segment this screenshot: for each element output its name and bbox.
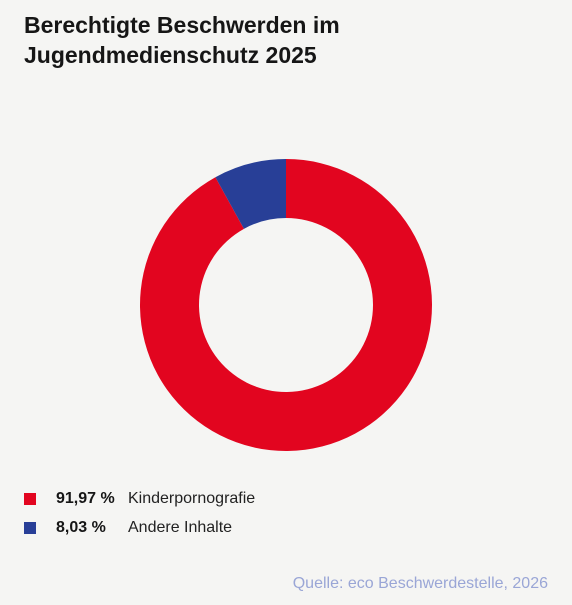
donut-slice-kinderpornografie xyxy=(139,159,432,452)
chart-title: Berechtigte Beschwerden im Jugendmediens… xyxy=(24,10,544,70)
legend-swatch-andere-inhalte xyxy=(24,521,36,534)
chart-title-line-2: Jugendmedienschutz 2025 xyxy=(24,42,317,68)
legend-percent-andere-inhalte: 8,03 % xyxy=(56,518,106,536)
donut-slice-andere-inhalte xyxy=(215,159,286,229)
legend-swatch-kinderpornografie xyxy=(24,492,36,505)
legend-item-kinderpornografie: 91,97 % Kinderpornografie xyxy=(24,484,424,513)
legend: 91,97 % Kinderpornografie 8,03 % Andere … xyxy=(24,484,424,542)
source-note: Quelle: eco Beschwerdestelle, 2026 xyxy=(292,575,548,592)
legend-label-andere-inhalte: Andere Inhalte xyxy=(128,518,233,536)
chart-title-line-1: Berechtigte Beschwerden im xyxy=(24,12,340,38)
legend-percent-kinderpornografie: 91,97 % xyxy=(56,489,115,507)
legend-item-andere-inhalte: 8,03 % Andere Inhalte xyxy=(24,513,424,542)
legend-label-kinderpornografie: Kinderpornografie xyxy=(128,489,256,507)
